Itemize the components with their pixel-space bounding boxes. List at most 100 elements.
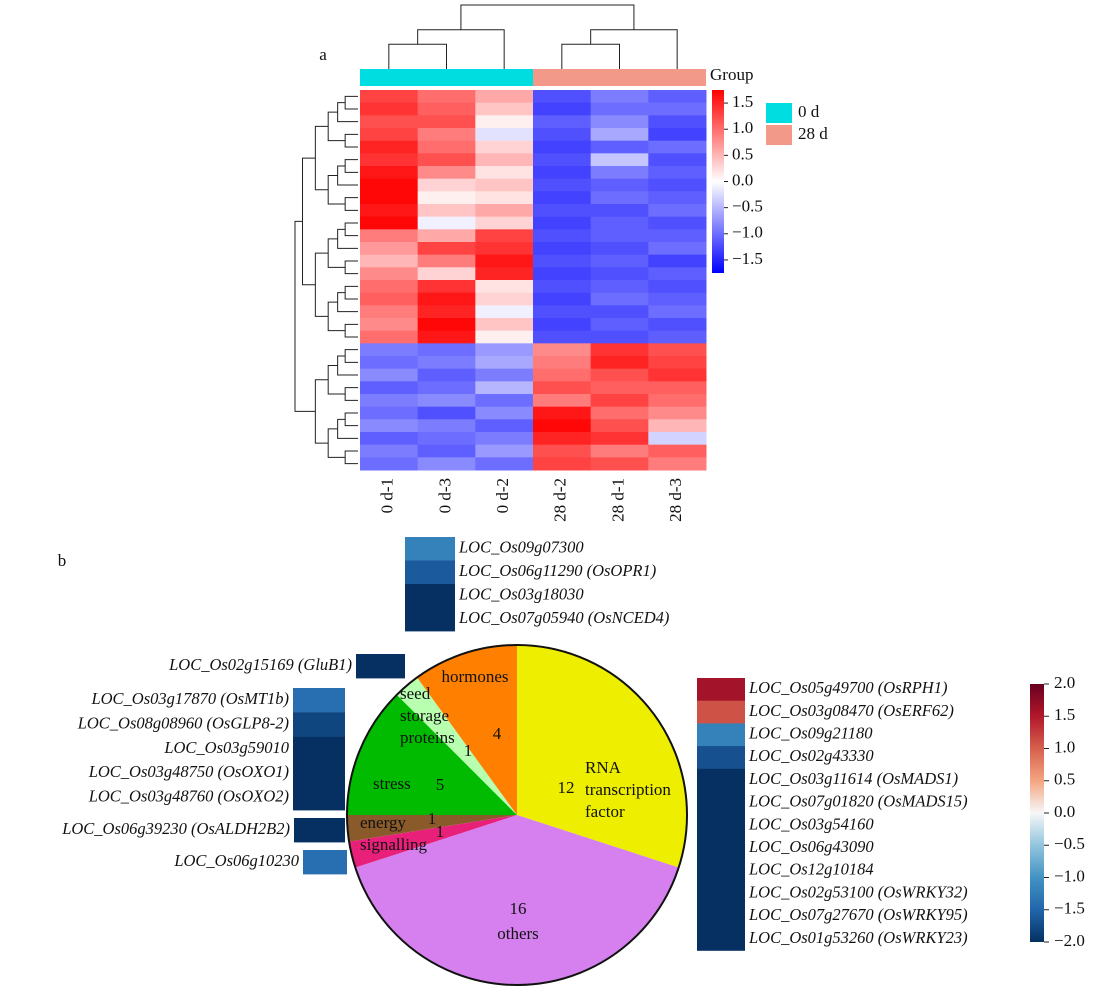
heatmap-cell xyxy=(533,242,592,256)
heatmap-cell xyxy=(648,280,707,294)
heatmap-cell xyxy=(360,419,419,433)
gene-label: LOC_Os03g08470 (OsERF62) xyxy=(748,701,954,720)
heatmap-cell xyxy=(360,432,419,446)
heatmap-cell xyxy=(533,254,592,268)
heatmap-cell xyxy=(533,356,592,370)
gene-cell xyxy=(293,785,345,811)
heatmap-cell xyxy=(533,330,592,344)
heatmap-cell xyxy=(590,178,649,192)
heatmap-cell xyxy=(475,280,534,294)
row-dendrogram xyxy=(314,379,329,444)
heatmap-cell xyxy=(648,343,707,357)
heatmap-cell xyxy=(533,178,592,192)
slice-value: 12 xyxy=(558,778,575,797)
heatmap-cell xyxy=(648,318,707,332)
heatmap-cell xyxy=(475,128,534,142)
slice-label: energy xyxy=(360,813,406,832)
heatmap-cell xyxy=(590,292,649,306)
pie-slice xyxy=(355,815,679,986)
slice-value: 16 xyxy=(510,899,527,918)
heatmap-cell xyxy=(648,178,707,192)
heatmap-cell xyxy=(648,90,707,104)
row-dendrogram xyxy=(344,95,358,110)
gene-label: LOC_Os06g43090 xyxy=(748,837,874,856)
heatmap-cell xyxy=(648,356,707,370)
slice-label: others xyxy=(497,924,539,943)
heatmap-cell xyxy=(417,330,476,344)
gene-label: LOC_Os03g11614 (OsMADS1) xyxy=(748,769,958,788)
gene-cell xyxy=(697,700,745,724)
heatmap-cell xyxy=(360,305,419,319)
row-dendrogram xyxy=(344,450,358,465)
gene-label: LOC_Os03g48750 (OsOXO1) xyxy=(88,762,289,781)
heatmap-cell xyxy=(417,115,476,129)
heatmap-cell xyxy=(533,128,592,142)
gene-label: LOC_Os03g17870 (OsMT1b) xyxy=(90,689,289,708)
gene-label: LOC_Os06g39230 (OsALDH2B2) xyxy=(61,819,290,838)
group-bar xyxy=(360,69,533,86)
heatmap-cell xyxy=(360,229,419,243)
slice-label: hormones xyxy=(441,667,508,686)
gene-cell xyxy=(293,736,345,762)
gene-label: LOC_Os07g01820 (OsMADS15) xyxy=(748,792,968,811)
heatmap-cell xyxy=(360,90,419,104)
gene-label: LOC_Os01g53260 (OsWRKY23) xyxy=(748,928,968,947)
heatmap-cell xyxy=(475,368,534,382)
heatmap-cell xyxy=(360,406,419,420)
heatmap-cell xyxy=(417,204,476,218)
heatmap-cell xyxy=(533,204,592,218)
heatmap-cell xyxy=(590,381,649,395)
column-dendrogram xyxy=(388,43,447,69)
heatmap-cell xyxy=(417,444,476,458)
heatmap-cell xyxy=(648,444,707,458)
heatmap-cell xyxy=(533,318,592,332)
slice-label: seed storage proteins xyxy=(400,684,455,747)
gene-label: LOC_Os06g11290 (OsOPR1) xyxy=(458,561,656,580)
heatmap-cell xyxy=(590,419,649,433)
heatmap-cell xyxy=(417,356,476,370)
gene-cell xyxy=(697,927,745,951)
heatmap-cell xyxy=(417,343,476,357)
heatmap-cell xyxy=(360,128,419,142)
heatmap-cell xyxy=(533,457,592,471)
heatmap-cell xyxy=(533,381,592,395)
heatmap-cell xyxy=(648,368,707,382)
slice-value: 4 xyxy=(493,724,502,743)
colorbar-tick-label: −0.5 xyxy=(1054,834,1085,853)
heatmap-cell xyxy=(360,292,419,306)
heatmap-cell xyxy=(533,267,592,281)
heatmap-cell xyxy=(533,292,592,306)
heatmap-cell xyxy=(533,368,592,382)
pie-slice xyxy=(417,645,517,815)
heatmap-cell xyxy=(590,102,649,116)
heatmap-cell xyxy=(648,128,707,142)
row-dendrogram xyxy=(337,228,358,249)
heatmap-cell xyxy=(360,115,419,129)
gene-cell xyxy=(697,746,745,770)
heatmap-cell xyxy=(417,140,476,154)
heatmap-cell xyxy=(533,90,592,104)
heatmap-cell xyxy=(533,343,592,357)
heatmap-cell xyxy=(475,419,534,433)
heatmap-cell xyxy=(360,343,419,357)
heatmap-cell xyxy=(533,102,592,116)
gene-label: LOC_Os05g49700 (OsRPH1) xyxy=(748,678,947,697)
gene-label: LOC_Os06g10230 xyxy=(173,851,299,870)
row-dendrogram xyxy=(344,222,358,237)
heatmap-cell xyxy=(533,153,592,167)
colorbar-tick-label: −1.0 xyxy=(732,223,763,242)
colorbar-tick-label: 0.0 xyxy=(1054,802,1075,821)
heatmap-cell xyxy=(360,254,419,268)
heatmap-cell xyxy=(475,166,534,180)
heatmap-cell xyxy=(648,406,707,420)
gene-label: LOC_Os03g59010 xyxy=(163,738,289,757)
row-dendrogram xyxy=(327,175,346,205)
slice-label: signalling xyxy=(360,835,428,854)
gene-label: LOC_Os09g07300 xyxy=(458,538,584,557)
gene-label: LOC_Os03g18030 xyxy=(458,585,584,604)
row-dendrogram xyxy=(344,412,358,427)
gene-cell xyxy=(697,768,745,792)
gene-cell xyxy=(697,791,745,815)
column-dendrogram xyxy=(561,43,620,69)
